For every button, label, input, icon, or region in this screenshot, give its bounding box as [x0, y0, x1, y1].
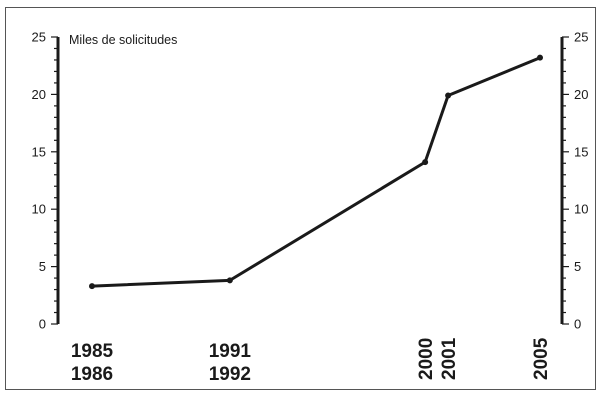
left-tick-label: 20 [32, 87, 46, 102]
x-tick-label: 1986 [71, 364, 113, 385]
right-y-axis: 0 5 10 15 20 25 [560, 30, 588, 332]
series-group [89, 54, 543, 290]
data-point [422, 159, 429, 166]
data-point [226, 277, 233, 284]
right-tick-label: 20 [574, 87, 588, 102]
chart-border [5, 7, 596, 390]
left-tick-label: 25 [32, 30, 46, 45]
right-tick-label: 0 [574, 317, 581, 332]
right-tick-label: 5 [574, 259, 581, 274]
data-point [445, 92, 452, 99]
series-line [90, 56, 542, 288]
x-tick-label: 1985 [71, 341, 114, 362]
data-point [537, 54, 543, 61]
left-y-axis: 0 5 10 15 20 25 [32, 30, 60, 332]
right-tick-label: 25 [574, 30, 588, 45]
right-tick-label: 10 [574, 202, 588, 217]
left-tick-label: 10 [32, 202, 46, 217]
x-tick-label: 2000 [416, 338, 437, 380]
left-tick-label: 5 [39, 259, 46, 274]
x-tick-label: 1991 [209, 341, 252, 362]
x-tick-label: 2001 [439, 337, 460, 380]
data-point [89, 283, 95, 290]
right-tick-label: 15 [574, 144, 588, 159]
left-tick-label: 15 [32, 144, 46, 159]
y-axis-title: Miles de solicitudes [69, 33, 177, 47]
x-tick-label: 1992 [209, 364, 251, 385]
left-tick-label: 0 [39, 317, 46, 332]
x-tick-label: 2005 [531, 337, 552, 380]
